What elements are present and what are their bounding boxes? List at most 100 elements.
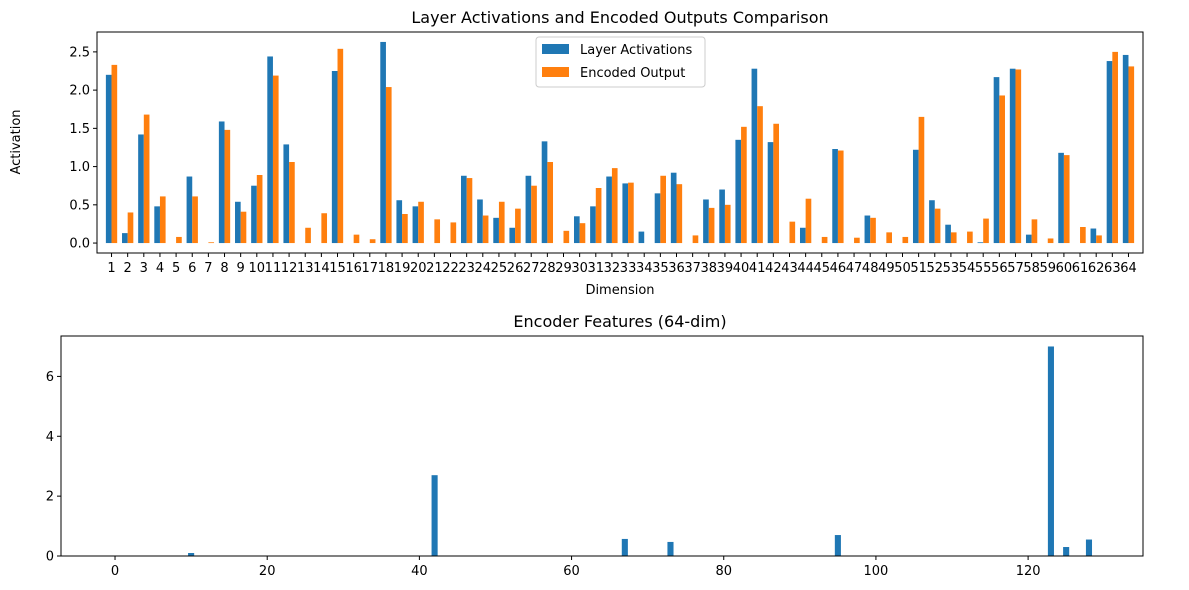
chart1-bars [105,41,1135,244]
bar-encoded-output [886,232,892,244]
bar-layer-activations [1058,152,1064,244]
chart1-x-tick-label: 54 [959,261,976,276]
chart1-x-tick-label: 45 [814,261,831,276]
chart1-x-tick-label: 8 [220,261,228,276]
chart2-y-tick-label: 4 [46,430,54,445]
bar-encoder-feature [667,541,674,556]
chart1-x-tick-label: 17 [362,261,379,276]
bar-encoded-output [402,214,408,244]
bar-layer-activations [864,215,871,244]
chart1-x-tick-label: 12 [281,261,298,276]
bar-layer-activations [719,189,725,244]
bar-encoded-output [1128,66,1135,244]
bar-encoded-output [902,236,909,244]
bar-encoded-output [773,123,779,244]
chart1-x-tick-label: 48 [862,261,879,276]
bar-layer-activations [654,193,661,244]
bar-encoded-output [337,48,344,244]
chart1-x-tick-label: 51 [910,261,927,276]
chart1-y-tick-label: 0.0 [69,237,90,252]
bar-encoded-output [418,201,424,244]
chart1-legend: Layer Activations Encoded Output [535,36,706,88]
bar-encoded-output [741,126,747,244]
bar-layer-activations [945,224,951,244]
bar-layer-activations [267,56,273,244]
bar-encoded-output [611,168,618,244]
chart1-x-tick-label: 9 [237,261,245,276]
bar-layer-activations [799,227,806,244]
chart2-title: Encoder Features (64-dim) [513,312,726,331]
chart1-y-tick-label: 2.0 [69,84,90,99]
chart1-x-tick-label: 19 [394,261,411,276]
bar-encoded-output [385,87,392,244]
bar-encoder-feature [621,538,628,556]
chart1-x-tick-label: 49 [878,261,895,276]
chart1-x-tick-label: 10 [249,261,266,276]
chart1-x-tick-label: 13 [297,261,314,276]
bar-layer-activations [105,74,112,244]
chart1-x-tick-label: 22 [442,261,459,276]
chart1-x-tick-label: 24 [475,261,492,276]
chart2-x-tick-label: 120 [1016,564,1041,579]
chart1-x-tick-label: 30 [571,261,588,276]
bar-encoded-output [482,215,489,244]
chart1-x-tick-label: 11 [265,261,282,276]
bar-encoder-feature [1063,547,1070,556]
chart1-x-tick-label: 56 [991,261,1008,276]
bar-encoded-output [692,235,699,244]
bar-encoded-output [1031,219,1038,244]
chart1-x-tick-label: 1 [107,261,115,276]
chart2-bars [188,346,1093,556]
bar-encoded-output [708,207,715,244]
chart1-x-tick-label: 61 [1072,261,1089,276]
bar-encoded-output [208,242,215,244]
bar-layer-activations [509,227,516,244]
chart1-x-tick-label: 7 [204,261,212,276]
bar-encoded-output [934,208,941,244]
bar-encoded-output [918,116,925,244]
bar-layer-activations [1009,68,1016,244]
bar-encoded-output [272,75,279,244]
bar-layer-activations [461,175,467,244]
chart1-x-tick-label: 18 [378,261,395,276]
bar-encoded-output [1063,155,1070,244]
bar-encoded-output [1047,238,1054,244]
chart2-x-tick-label: 40 [411,564,428,579]
bar-layer-activations [493,217,499,244]
chart1-x-tick-label: 32 [604,261,621,276]
chart2-y-axis: 0 2 4 6 [46,370,61,565]
bar-encoded-output [531,185,537,244]
chart1-x-tick-label: 43 [781,261,798,276]
bar-layer-activations [1025,234,1032,244]
bar-layer-activations [929,200,935,244]
chart1-x-tick-label: 21 [426,261,443,276]
bar-layer-activations [541,141,548,244]
bar-encoded-output [1080,227,1086,244]
bar-encoded-output [676,184,683,244]
chart1-x-tick-label: 25 [491,261,508,276]
chart-activations-comparison: Layer Activations and Encoded Outputs Co… [9,8,1144,298]
chart1-x-tick-label: 53 [943,261,960,276]
chart1-x-tick-label: 59 [1039,261,1056,276]
bar-layer-activations [912,149,919,244]
bar-layer-activations [477,199,483,244]
bar-encoded-output [579,223,586,244]
bar-encoded-output [547,162,554,244]
chart1-x-tick-label: 41 [749,261,766,276]
bar-encoded-output [450,222,457,244]
bar-layer-activations [703,199,709,244]
chart1-x-tick-label: 62 [1088,261,1105,276]
bar-encoder-feature [1047,346,1054,556]
bar-layer-activations [331,71,338,244]
bar-encoded-output [353,234,360,244]
bar-encoded-output [111,64,118,244]
chart1-x-tick-label: 34 [636,261,653,276]
bar-layer-activations [283,144,290,244]
chart2-x-tick-label: 100 [864,564,889,579]
bar-layer-activations [977,242,984,244]
chart1-x-tick-label: 57 [1007,261,1024,276]
chart1-x-tick-label: 3 [140,261,148,276]
bar-encoded-output [660,175,667,244]
bar-layer-activations [638,231,645,244]
